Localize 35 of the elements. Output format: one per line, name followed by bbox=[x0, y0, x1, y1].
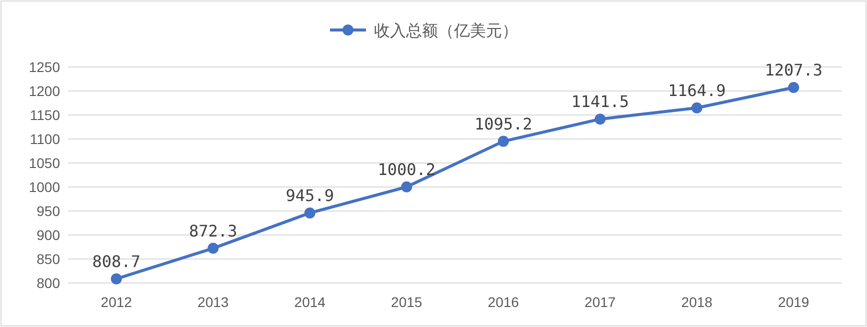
point bbox=[498, 136, 509, 147]
x-tick-label: 2018 bbox=[681, 294, 713, 310]
y-tick-label: 1150 bbox=[30, 107, 60, 123]
point bbox=[110, 273, 122, 284]
y-tick-label: 800 bbox=[36, 275, 60, 291]
x-tick-label: 2014 bbox=[294, 294, 326, 310]
data-label: 808.7 bbox=[92, 252, 140, 271]
x-tick-label: 2015 bbox=[391, 294, 422, 310]
y-tick-label: 1200 bbox=[28, 83, 60, 99]
x-tick-label: 2016 bbox=[488, 294, 520, 310]
y-tick-label: 900 bbox=[36, 227, 60, 243]
data-label: 945.9 bbox=[286, 186, 334, 205]
data-label: 1141.5 bbox=[571, 92, 630, 112]
point bbox=[401, 181, 412, 192]
data-label: 1164.9 bbox=[668, 80, 726, 100]
data-label: 1000.2 bbox=[378, 160, 436, 179]
point bbox=[788, 82, 800, 93]
data-label: 1207.3 bbox=[764, 60, 823, 80]
y-tick-label: 1100 bbox=[30, 131, 60, 147]
y-tick-label: 850 bbox=[36, 251, 60, 267]
data-label: 872.3 bbox=[189, 221, 238, 240]
point bbox=[304, 207, 316, 218]
data-label: 1095.2 bbox=[474, 114, 532, 134]
x-tick-label: 2019 bbox=[778, 294, 810, 310]
point bbox=[691, 102, 702, 114]
y-tick-label: 950 bbox=[36, 203, 60, 219]
y-tick-label: 1050 bbox=[28, 155, 60, 171]
y-tick-label: 1250 bbox=[28, 59, 60, 75]
point bbox=[208, 242, 219, 254]
x-tick-label: 2017 bbox=[584, 294, 616, 310]
y-tick-label: 1000 bbox=[28, 179, 60, 195]
x-tick-label: 2013 bbox=[198, 294, 229, 310]
legend-label: 收入总额（亿美元） bbox=[374, 22, 518, 40]
point bbox=[594, 114, 606, 125]
x-tick-label: 2012 bbox=[100, 294, 132, 310]
